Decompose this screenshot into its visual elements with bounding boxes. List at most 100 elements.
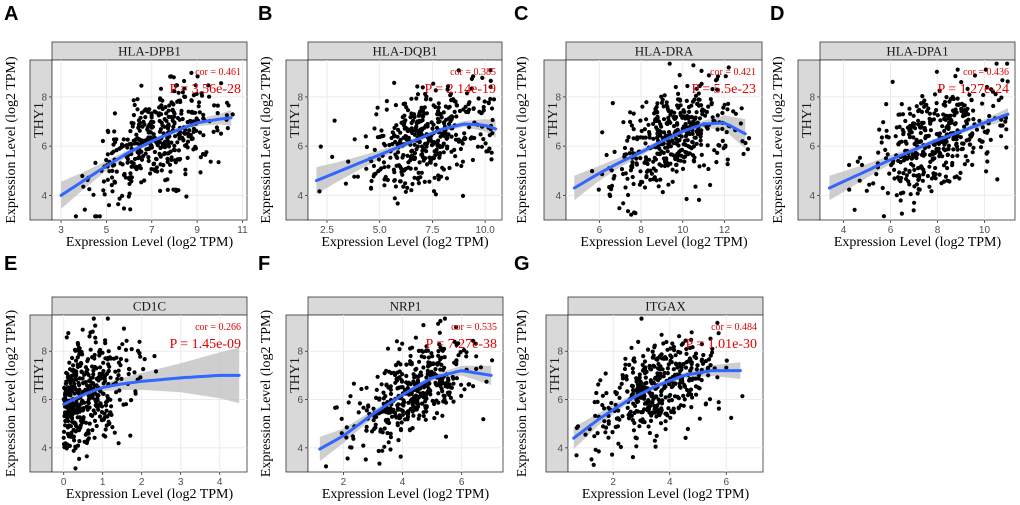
data-point [681,393,686,398]
data-point [675,365,680,370]
y-tick-label: 8 [555,92,561,103]
data-point [706,357,712,362]
data-point [70,412,75,417]
data-point [219,81,224,86]
data-point [134,132,139,137]
y-tick-label: 4 [297,443,303,454]
data-point [951,147,956,152]
data-point [679,134,684,139]
data-point [890,79,895,84]
data-point [146,146,151,151]
data-point [427,179,432,184]
y-tick-label: 6 [809,142,815,153]
data-point [724,130,729,135]
data-point [383,143,388,148]
data-point [421,323,426,328]
data-point [630,370,636,375]
data-point [441,393,446,398]
data-point [663,133,668,138]
data-point [904,173,910,178]
data-point [345,456,350,461]
data-point [709,102,714,107]
data-point [996,98,1001,103]
data-point [447,104,452,109]
data-point [458,350,463,355]
data-point [77,439,82,444]
data-point [114,169,119,174]
data-point [103,341,108,346]
data-point [112,430,117,435]
data-point [673,353,678,358]
data-point [65,431,70,436]
data-point [877,127,882,132]
data-point [418,386,423,391]
data-point [642,371,648,376]
data-point [435,141,440,146]
data-point [656,361,661,367]
data-point [652,438,658,443]
data-point [73,429,78,434]
p-value-annotation: P = 7.27e-38 [425,337,497,352]
data-point [95,396,100,401]
data-point [698,138,703,143]
data-point [211,129,216,134]
data-point [115,376,120,381]
data-point [193,144,198,149]
data-point [71,363,76,368]
data-point [649,367,654,372]
data-point [623,152,629,157]
data-point [85,367,90,372]
data-point [716,406,722,411]
data-point [410,181,415,187]
data-point [630,384,636,389]
data-point [666,182,671,187]
data-point [690,139,695,145]
y-tick-label: 8 [41,347,47,358]
fit-line [827,112,1010,190]
confidence-band [63,347,240,410]
data-point [154,157,159,162]
data-point [388,431,393,436]
data-point [388,406,393,411]
data-point [172,143,177,148]
p-value-annotation: P = 1.01e-30 [685,337,757,352]
fit-line [572,369,742,440]
data-point [384,99,389,104]
data-point [428,97,433,102]
data-point [75,340,80,346]
data-point [645,347,651,352]
data-point [369,178,374,184]
data-point [665,366,671,371]
data-point [67,360,72,365]
fit-line [572,121,747,190]
data-point [919,124,924,129]
data-point [98,365,103,370]
data-point [655,373,661,378]
data-point [675,372,680,377]
data-point [654,104,659,110]
data-point [739,106,744,111]
data-point [417,372,423,377]
data-point [377,396,382,401]
data-point [616,408,621,413]
data-point [604,425,609,430]
data-point [81,184,86,189]
data-point [954,141,959,146]
x-axis-title: Expression Level (log2 TPM) [322,487,490,502]
y-tick-label: 8 [297,92,303,103]
data-point [407,427,413,432]
data-point [112,162,117,167]
data-point [317,189,322,194]
x-tick-label: 8 [638,225,644,236]
data-point [637,424,642,429]
data-point [668,353,673,358]
data-point [920,94,925,99]
data-point [629,345,634,350]
data-point [413,367,418,372]
data-point [97,214,102,219]
data-point [108,375,113,380]
data-point [431,81,436,86]
data-point [977,138,982,143]
data-point [343,181,348,186]
